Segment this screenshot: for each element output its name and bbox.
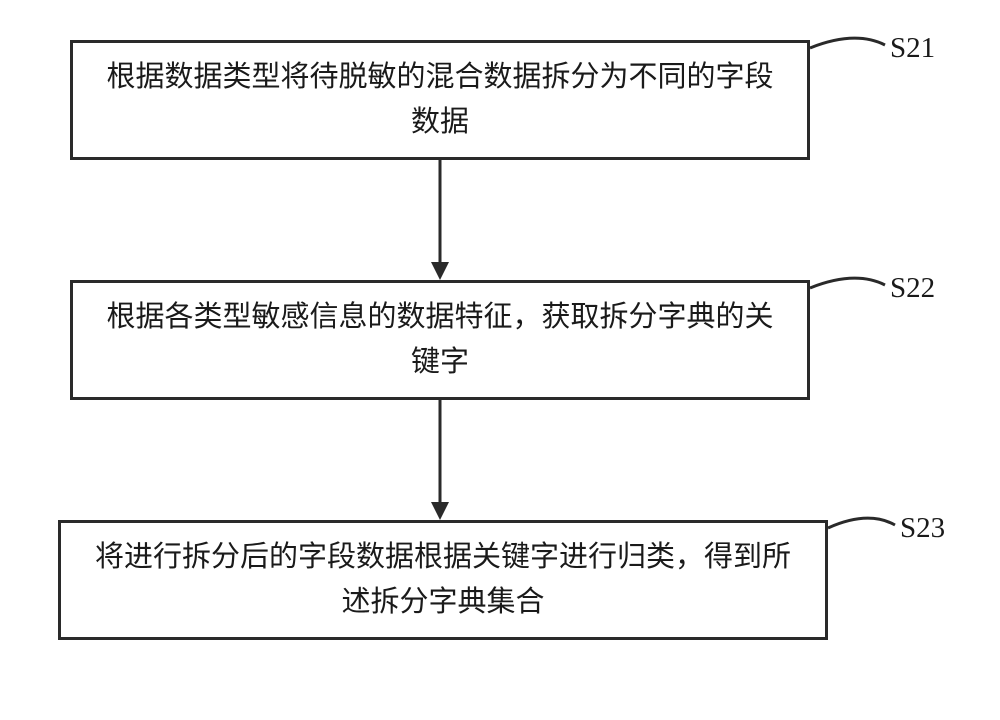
flowchart-canvas: 根据数据类型将待脱敏的混合数据拆分为不同的字段数据 S21 根据各类型敏感信息的… <box>0 0 1000 720</box>
step-label-s23: S23 <box>900 512 945 545</box>
label-connector-s23 <box>0 0 1000 720</box>
